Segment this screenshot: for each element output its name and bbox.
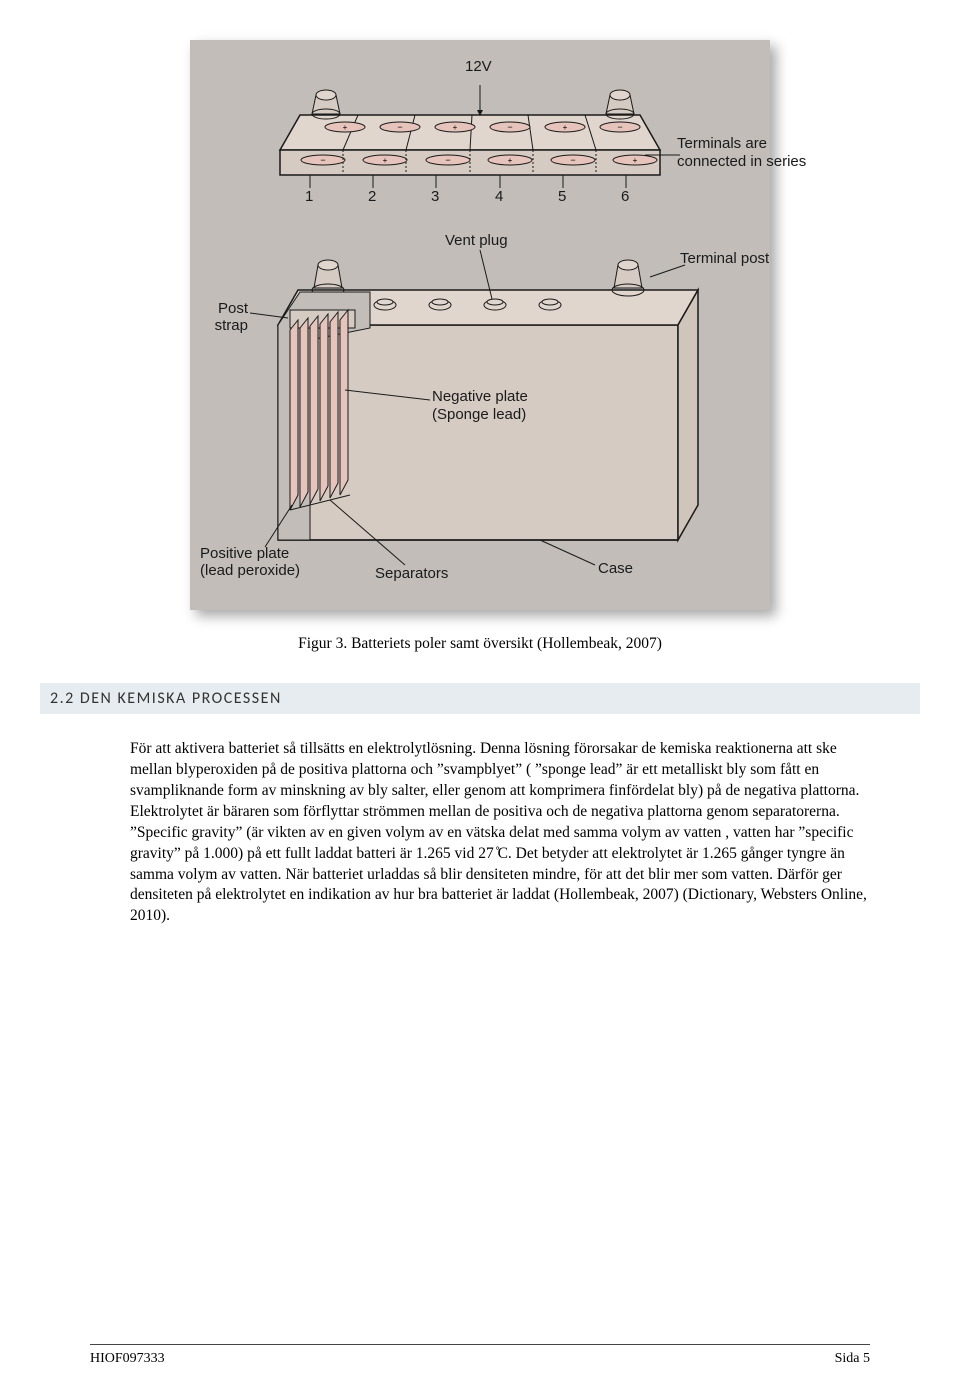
svg-text:−: −: [445, 155, 450, 165]
svg-text:−: −: [507, 122, 512, 132]
svg-text:−: −: [570, 155, 575, 165]
label-positive-plate-1: Positive plate: [200, 545, 289, 562]
label-12v: 12V: [465, 58, 492, 75]
svg-text:+: +: [383, 156, 388, 165]
body-paragraph: För att aktivera batteriet så tillsätts …: [130, 739, 870, 927]
label-positive-plate-2: (lead peroxide): [200, 562, 300, 579]
svg-text:+: +: [453, 123, 458, 132]
cell-number-5: 5: [558, 188, 566, 205]
label-post-strap: Post strap: [190, 300, 248, 334]
cell-number-1: 1: [305, 188, 313, 205]
cell-number-4: 4: [495, 188, 503, 205]
page: + + + − − − − − − + + +: [0, 0, 960, 1397]
battery-diagram: + + + − − − − − − + + +: [190, 40, 770, 610]
figure-caption: Figur 3. Batteriets poler samt översikt …: [90, 635, 870, 653]
footer-left: HIOF097333: [90, 1351, 165, 1367]
cell-number-6: 6: [621, 188, 629, 205]
svg-text:+: +: [563, 123, 568, 132]
label-vent-plug: Vent plug: [445, 232, 508, 249]
battery-svg: + + + − − − − − − + + +: [190, 40, 770, 610]
label-negative-plate-1: Negative plate: [432, 388, 528, 405]
label-case: Case: [598, 560, 633, 577]
cell-number-2: 2: [368, 188, 376, 205]
section-heading: 2.2 DEN KEMISKA PROCESSEN: [40, 683, 920, 714]
svg-text:+: +: [343, 123, 348, 132]
label-terminals-series: Terminals are connected in series: [677, 135, 806, 171]
svg-text:+: +: [633, 156, 638, 165]
page-footer: HIOF097333 Sida 5: [90, 1344, 870, 1367]
cell-number-3: 3: [431, 188, 439, 205]
footer-right: Sida 5: [835, 1351, 870, 1367]
label-separators: Separators: [375, 565, 448, 582]
label-terminal-post: Terminal post: [680, 250, 769, 267]
svg-text:+: +: [508, 156, 513, 165]
svg-text:−: −: [617, 122, 622, 132]
label-negative-plate-2: (Sponge lead): [432, 406, 526, 423]
figure-area: + + + − − − − − − + + +: [90, 40, 870, 653]
svg-text:−: −: [397, 122, 402, 132]
svg-text:−: −: [320, 155, 325, 165]
